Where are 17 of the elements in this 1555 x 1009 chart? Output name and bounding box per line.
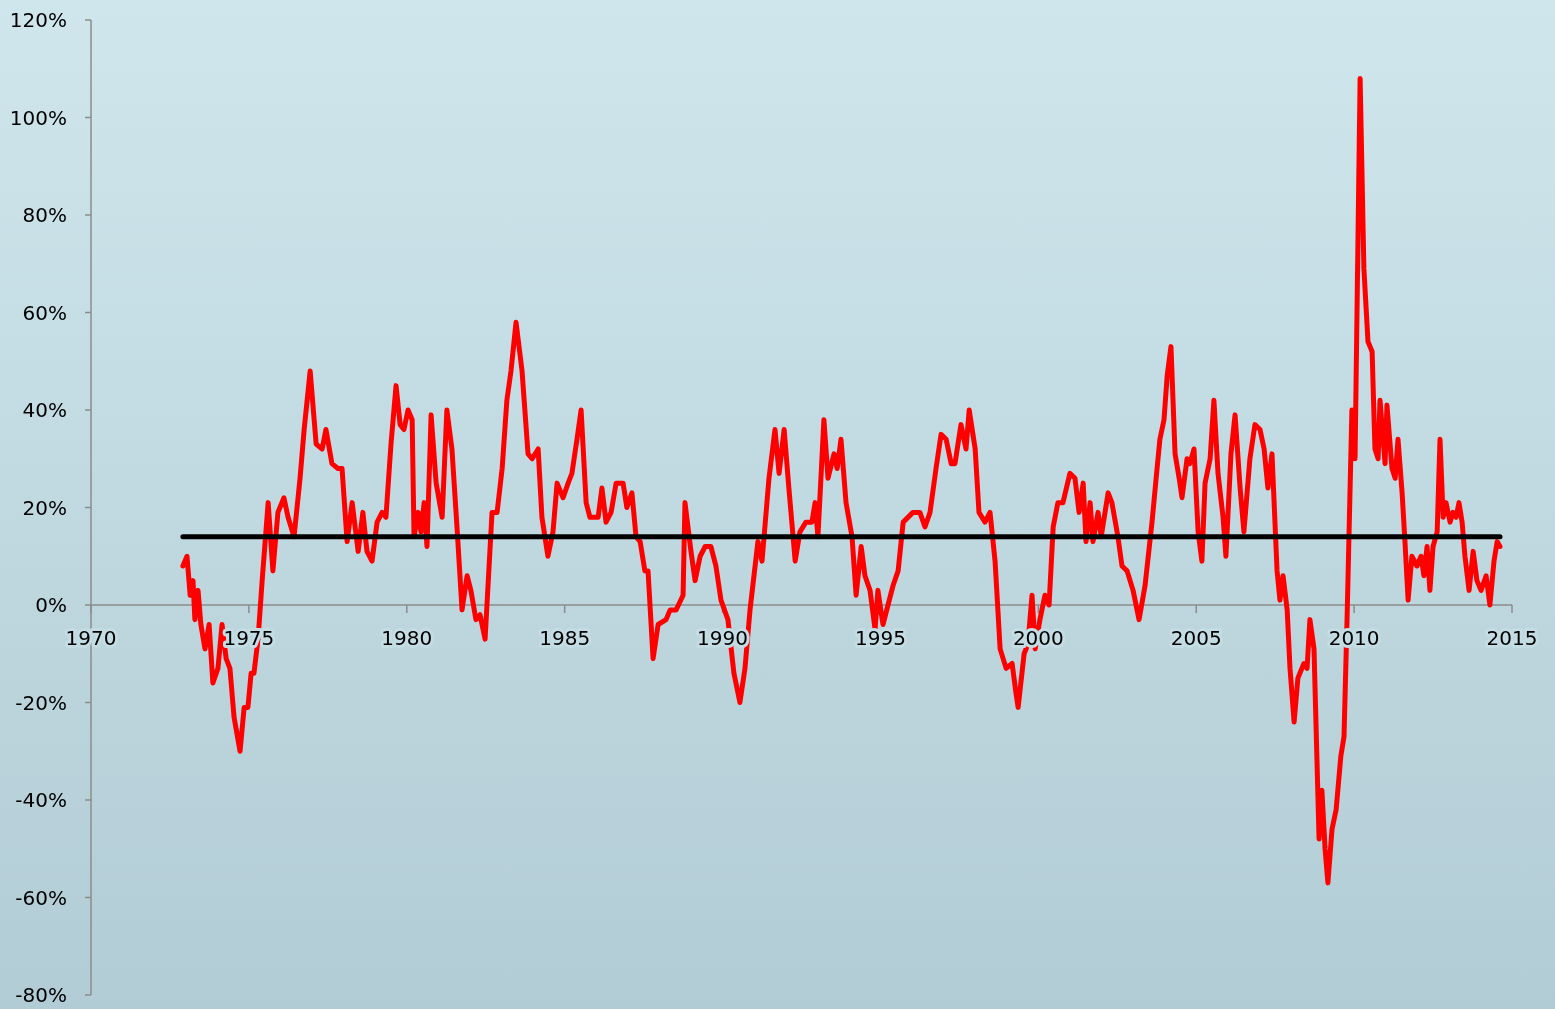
x-tick-label: 1995 — [854, 626, 906, 650]
y-tick-label: 40% — [22, 398, 67, 422]
y-tick-label: -80% — [15, 983, 67, 1007]
y-tick-label: 100% — [9, 105, 67, 130]
x-tick-label: 2015 — [1486, 626, 1538, 650]
y-tick-label: -20% — [15, 690, 67, 715]
y-tick-label: 120% — [9, 8, 67, 32]
y-tick-label: 60% — [22, 300, 67, 325]
y-tick-label: 80% — [22, 203, 67, 227]
y-tick-label: -60% — [15, 885, 67, 910]
x-tick-label: 1980 — [381, 626, 433, 650]
x-tick-label: 2005 — [1170, 626, 1222, 650]
y-tick-label: 20% — [22, 495, 67, 520]
y-tick-label: 0% — [35, 593, 67, 617]
x-tick-label: 1985 — [539, 626, 591, 650]
x-tick-label: 1970 — [65, 626, 117, 650]
y-tick-label: -40% — [15, 788, 67, 812]
